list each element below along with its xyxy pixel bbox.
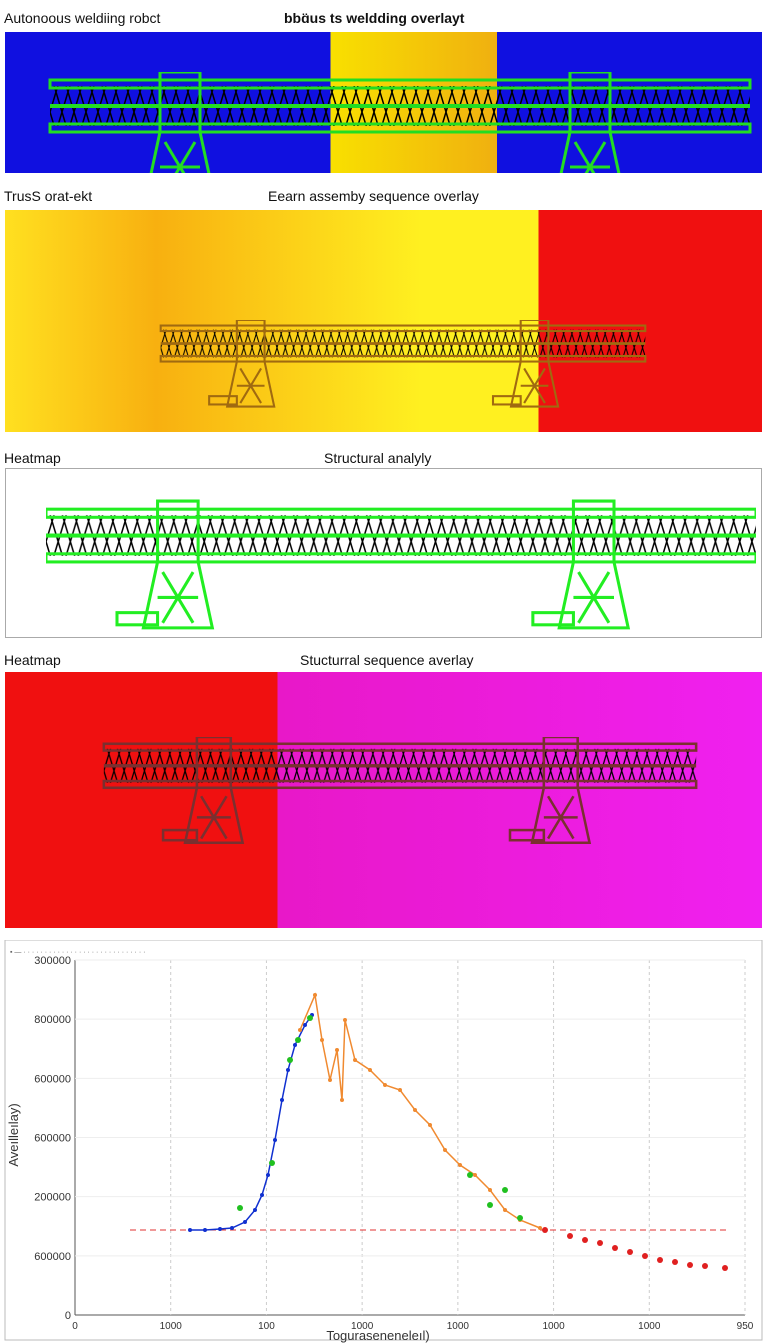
- data-point: [293, 1043, 297, 1047]
- data-point: [286, 1068, 290, 1072]
- data-point: [203, 1228, 207, 1232]
- y-tick-label: 600000: [34, 1073, 71, 1085]
- data-point: [702, 1263, 708, 1269]
- data-point: [343, 1018, 347, 1022]
- data-point: [335, 1048, 339, 1052]
- truss-image: [159, 320, 647, 409]
- data-point: [428, 1123, 432, 1127]
- x-tick-label: 100: [258, 1321, 275, 1332]
- panel-caption: Eearn assemby sequence overlay: [268, 188, 479, 204]
- data-point: [722, 1265, 728, 1271]
- data-point: [253, 1208, 257, 1212]
- series-line: [299, 992, 541, 1229]
- data-point: [398, 1088, 402, 1092]
- data-point: [237, 1205, 243, 1211]
- data-point: [340, 1098, 344, 1102]
- data-point: [243, 1220, 247, 1224]
- truss-image: [46, 499, 756, 630]
- truss-image: [48, 72, 752, 173]
- data-point: [295, 1037, 301, 1043]
- data-point: [627, 1249, 633, 1255]
- data-point: [672, 1259, 678, 1265]
- panel-label: Autonoous weldiing robct: [4, 10, 161, 26]
- data-point: [313, 993, 317, 997]
- panel-label: Heatmap: [4, 652, 61, 668]
- x-tick-label: 1000: [160, 1321, 183, 1332]
- data-point: [269, 1160, 275, 1166]
- x-tick-label: 950: [737, 1321, 754, 1332]
- panel-caption: bbɑ̈us ts weldding overlayt: [284, 10, 465, 26]
- data-point: [542, 1227, 548, 1233]
- data-point: [320, 1038, 324, 1042]
- data-point: [503, 1208, 507, 1212]
- data-point: [597, 1240, 603, 1246]
- panel-label: Heatmap: [4, 450, 61, 466]
- data-point: [260, 1193, 264, 1197]
- data-point: [517, 1215, 523, 1221]
- legend-text: ▪ — · · · · · · · · · · · · · · · · · · …: [10, 949, 145, 956]
- data-point: [298, 1028, 302, 1032]
- y-tick-label: 600000: [34, 1251, 71, 1263]
- series-line: [190, 1014, 313, 1231]
- data-point: [458, 1163, 462, 1167]
- chart: ▪ — · · · · · · · · · · · · · · · · · · …: [4, 940, 763, 1343]
- x-tick-label: 1000: [542, 1321, 565, 1332]
- red-panel: [5, 672, 762, 928]
- x-tick-label: 0: [72, 1321, 78, 1332]
- data-point: [657, 1257, 663, 1263]
- data-point: [567, 1233, 573, 1239]
- data-point: [538, 1226, 542, 1230]
- y-tick-label: 0: [65, 1310, 71, 1322]
- data-point: [273, 1138, 277, 1142]
- y-tick-label: 200000: [34, 1192, 71, 1204]
- y-tick-label: 300000: [34, 955, 71, 967]
- data-point: [287, 1057, 293, 1063]
- data-point: [328, 1078, 332, 1082]
- panel-label: TrusS orat-ekt: [4, 188, 93, 204]
- blue-panel: [5, 32, 762, 173]
- data-point: [488, 1188, 492, 1192]
- y-tick-label: 600000: [34, 1133, 71, 1145]
- data-point: [612, 1245, 618, 1251]
- x-tick-label: 1000: [351, 1321, 374, 1332]
- data-point: [582, 1237, 588, 1243]
- data-point: [188, 1228, 192, 1232]
- data-point: [473, 1173, 477, 1177]
- data-point: [687, 1262, 693, 1268]
- data-point: [353, 1058, 357, 1062]
- data-point: [383, 1083, 387, 1087]
- data-point: [642, 1253, 648, 1259]
- white-panel: [5, 468, 762, 638]
- truss-image: [102, 737, 698, 845]
- chart-frame: [4, 940, 763, 1341]
- data-point: [502, 1187, 508, 1193]
- data-point: [487, 1202, 493, 1208]
- data-point: [413, 1108, 417, 1112]
- yellow-panel: [5, 210, 762, 432]
- y-axis-title: Aveılleılay): [6, 1103, 21, 1166]
- data-point: [368, 1068, 372, 1072]
- data-point: [307, 1015, 313, 1021]
- panel-caption: Stucturral sequence averlay: [300, 652, 474, 668]
- data-point: [467, 1172, 473, 1178]
- data-point: [230, 1226, 234, 1230]
- data-point: [218, 1227, 222, 1231]
- data-point: [303, 1023, 307, 1027]
- y-tick-label: 800000: [34, 1014, 71, 1026]
- data-point: [280, 1098, 284, 1102]
- x-tick-label: 1000: [447, 1321, 470, 1332]
- data-point: [266, 1173, 270, 1177]
- x-axis-title: Toguraseneneleıl): [326, 1328, 429, 1343]
- x-tick-label: 1000: [638, 1321, 661, 1332]
- panel-caption: Structural analyly: [324, 450, 432, 466]
- data-point: [443, 1148, 447, 1152]
